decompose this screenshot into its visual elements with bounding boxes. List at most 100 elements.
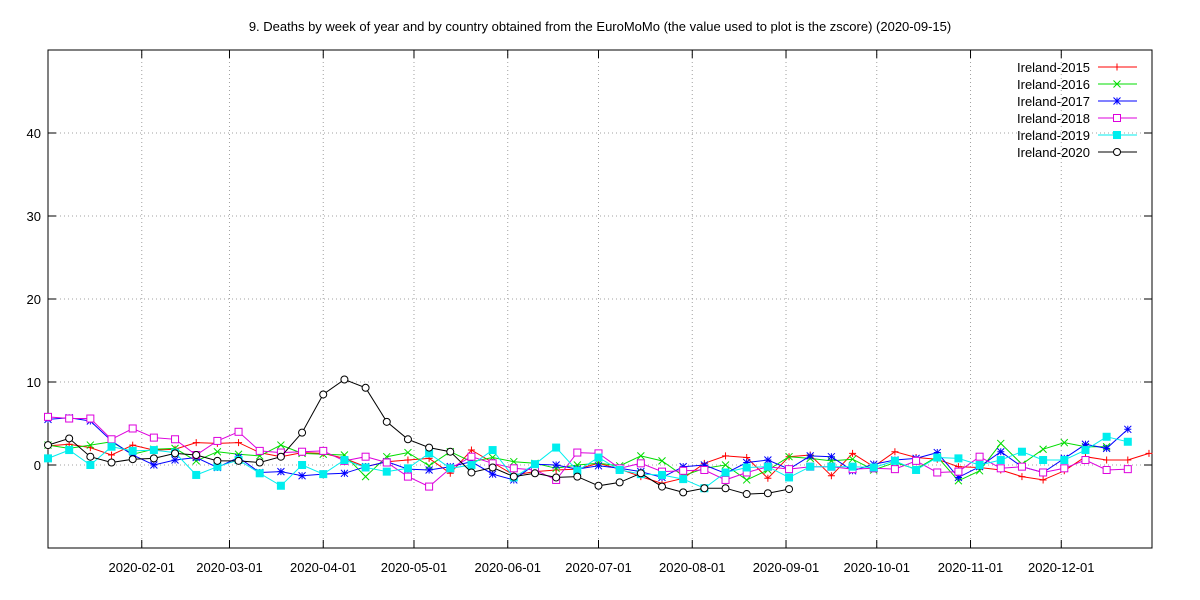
data-point bbox=[742, 490, 751, 499]
data-point bbox=[636, 459, 645, 468]
data-point bbox=[44, 454, 52, 463]
data-point bbox=[1039, 456, 1048, 465]
data-point bbox=[552, 443, 561, 452]
y-tick-label: 40 bbox=[27, 126, 41, 141]
data-point bbox=[467, 452, 476, 461]
data-point bbox=[848, 462, 857, 471]
data-point bbox=[954, 467, 963, 476]
data-point bbox=[213, 436, 222, 445]
data-point bbox=[171, 435, 180, 444]
data-point bbox=[277, 467, 285, 476]
data-point bbox=[107, 435, 116, 444]
data-point bbox=[425, 482, 434, 491]
series-layer bbox=[44, 375, 1153, 499]
y-tick-label: 30 bbox=[27, 209, 41, 224]
data-point bbox=[86, 414, 95, 423]
series-ireland-2020 bbox=[44, 375, 794, 499]
data-point bbox=[785, 485, 794, 494]
data-point bbox=[764, 456, 772, 464]
data-point bbox=[1081, 440, 1090, 449]
data-point bbox=[404, 456, 412, 464]
series-line bbox=[47, 378, 790, 495]
data-point bbox=[1113, 114, 1121, 122]
data-point bbox=[1123, 465, 1132, 474]
data-point bbox=[65, 434, 74, 443]
data-point bbox=[192, 470, 201, 479]
data-point bbox=[1102, 444, 1111, 453]
series-ireland-2019 bbox=[44, 432, 1132, 493]
data-point bbox=[361, 452, 370, 461]
data-point bbox=[467, 468, 476, 477]
series-line bbox=[47, 436, 1128, 489]
data-point bbox=[509, 464, 518, 473]
data-point bbox=[446, 464, 455, 473]
data-point bbox=[552, 461, 560, 469]
data-point bbox=[954, 473, 963, 482]
data-point bbox=[425, 443, 434, 452]
data-point bbox=[552, 473, 561, 482]
data-point bbox=[1113, 63, 1121, 71]
data-point bbox=[996, 464, 1005, 473]
data-point bbox=[573, 448, 582, 457]
data-point bbox=[509, 457, 518, 466]
data-point bbox=[996, 447, 1005, 456]
data-point bbox=[361, 463, 370, 472]
data-point bbox=[467, 461, 476, 469]
data-point bbox=[128, 451, 137, 459]
data-point bbox=[615, 478, 624, 487]
data-point bbox=[594, 461, 603, 470]
data-point bbox=[382, 458, 391, 467]
data-point bbox=[1039, 468, 1048, 477]
data-point bbox=[361, 383, 370, 392]
data-point bbox=[446, 447, 455, 456]
data-point bbox=[1039, 476, 1047, 484]
data-point bbox=[1113, 131, 1121, 139]
data-point bbox=[340, 456, 349, 465]
data-point bbox=[933, 468, 942, 477]
data-point bbox=[1145, 449, 1153, 457]
y-tick-label: 20 bbox=[27, 292, 41, 307]
data-point bbox=[763, 462, 772, 471]
data-point bbox=[658, 456, 666, 465]
data-point bbox=[255, 458, 264, 467]
data-point bbox=[319, 446, 328, 455]
x-tick-label: 2020-06-01 bbox=[474, 560, 541, 575]
data-point bbox=[700, 461, 709, 469]
data-point bbox=[86, 441, 95, 449]
series-line bbox=[47, 416, 1128, 488]
data-point bbox=[425, 466, 433, 474]
x-tick-label: 2020-12-01 bbox=[1028, 560, 1095, 575]
data-point bbox=[255, 469, 264, 478]
data-point bbox=[255, 446, 264, 455]
data-point bbox=[1060, 438, 1069, 447]
data-point bbox=[954, 454, 963, 463]
data-point bbox=[171, 449, 180, 458]
legend-label: Ireland-2017 bbox=[1017, 94, 1090, 109]
data-point bbox=[912, 465, 921, 474]
data-point bbox=[213, 447, 222, 456]
data-point bbox=[107, 458, 116, 467]
data-point bbox=[1113, 148, 1121, 156]
data-point bbox=[1018, 473, 1026, 481]
data-point bbox=[742, 463, 751, 472]
data-point bbox=[1102, 465, 1111, 474]
data-point bbox=[679, 466, 688, 475]
data-point bbox=[933, 453, 942, 462]
legend-label: Ireland-2018 bbox=[1017, 111, 1090, 126]
data-point bbox=[764, 474, 772, 482]
data-point bbox=[827, 452, 836, 461]
data-point bbox=[679, 488, 688, 497]
x-tick-label: 2020-07-01 bbox=[565, 560, 632, 575]
data-point bbox=[1124, 456, 1132, 464]
data-point bbox=[785, 452, 793, 461]
data-point bbox=[530, 460, 539, 469]
data-point bbox=[1081, 456, 1090, 465]
x-tick-label: 2020-03-01 bbox=[196, 560, 263, 575]
legend: Ireland-2015 Ireland-2016 Ireland-2017 Irel… bbox=[1017, 60, 1137, 160]
x-tick-label: 2020-05-01 bbox=[381, 560, 448, 575]
data-point bbox=[1060, 456, 1069, 465]
data-point bbox=[235, 439, 243, 447]
data-point bbox=[848, 455, 857, 464]
